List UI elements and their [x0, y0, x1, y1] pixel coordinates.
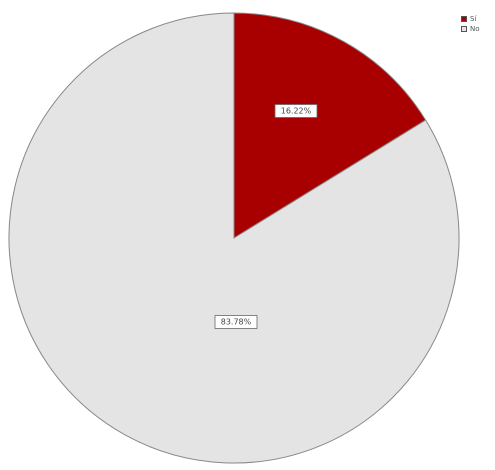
legend-swatch-no	[461, 26, 467, 32]
data-label-box	[214, 315, 258, 329]
legend-label-si: Sí	[470, 15, 477, 23]
data-label-text: 83.78%	[221, 318, 252, 327]
data-label-si: 16.22%	[274, 104, 318, 118]
legend-swatch-si	[461, 16, 467, 22]
data-label-no: 83.78%	[214, 315, 258, 329]
pie-slice-si	[233, 12, 427, 239]
legend: Sí No	[461, 14, 480, 34]
legend-item-si: Sí	[461, 14, 480, 24]
legend-item-no: No	[461, 24, 480, 34]
data-label-box	[274, 104, 318, 118]
data-label-text: 16.22%	[281, 107, 312, 116]
pie-slice-no	[8, 12, 460, 464]
legend-label-no: No	[470, 25, 480, 33]
